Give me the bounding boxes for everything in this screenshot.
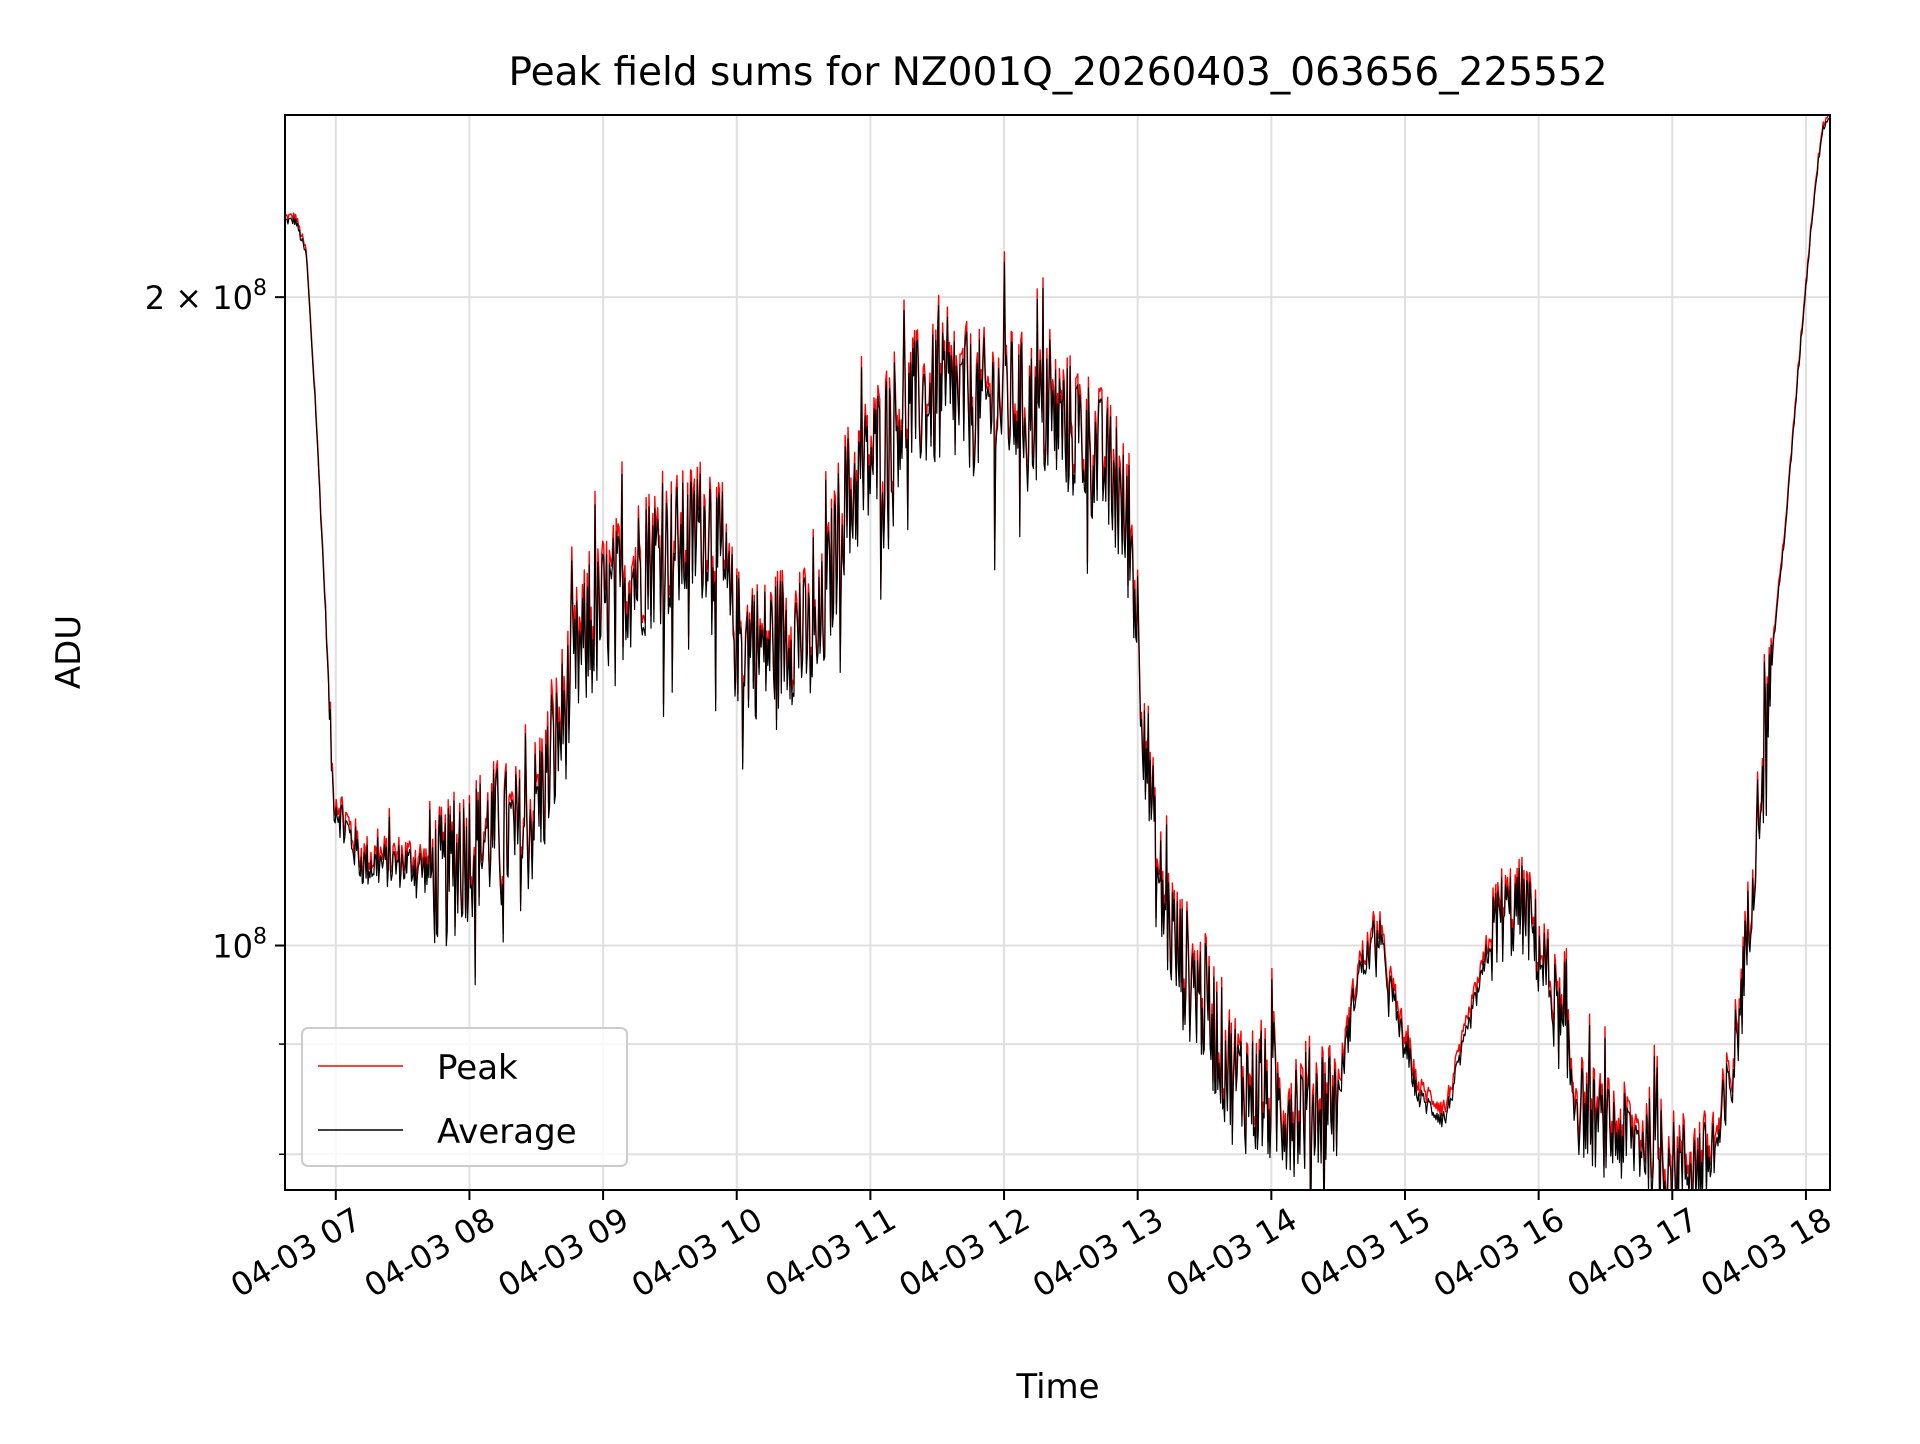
legend-label-average: Average — [437, 1112, 577, 1152]
y-tick-exponent: 8 — [253, 925, 267, 950]
legend-label-peak: Peak — [437, 1048, 518, 1088]
y-tick-mantissa: 10 — [212, 928, 253, 966]
series-line-average — [285, 116, 1830, 1190]
y-tick-label: 2 × 108 — [145, 276, 267, 317]
y-tick-exponent: 8 — [253, 276, 267, 301]
y-tick-mantissa: 2 × 10 — [145, 279, 253, 317]
x-axis-label: Time — [1015, 1367, 1099, 1407]
y-tick-label: 108 — [212, 925, 267, 966]
plot-area — [285, 115, 1830, 1190]
y-axis-label: ADU — [49, 615, 89, 689]
legend: Peak Average — [301, 1027, 628, 1167]
legend-box — [301, 1027, 628, 1167]
series-layer — [285, 115, 1830, 1190]
chart-title: Peak field sums for NZ001Q_20260403_0636… — [508, 50, 1607, 95]
plot-frame — [284, 114, 1831, 1191]
